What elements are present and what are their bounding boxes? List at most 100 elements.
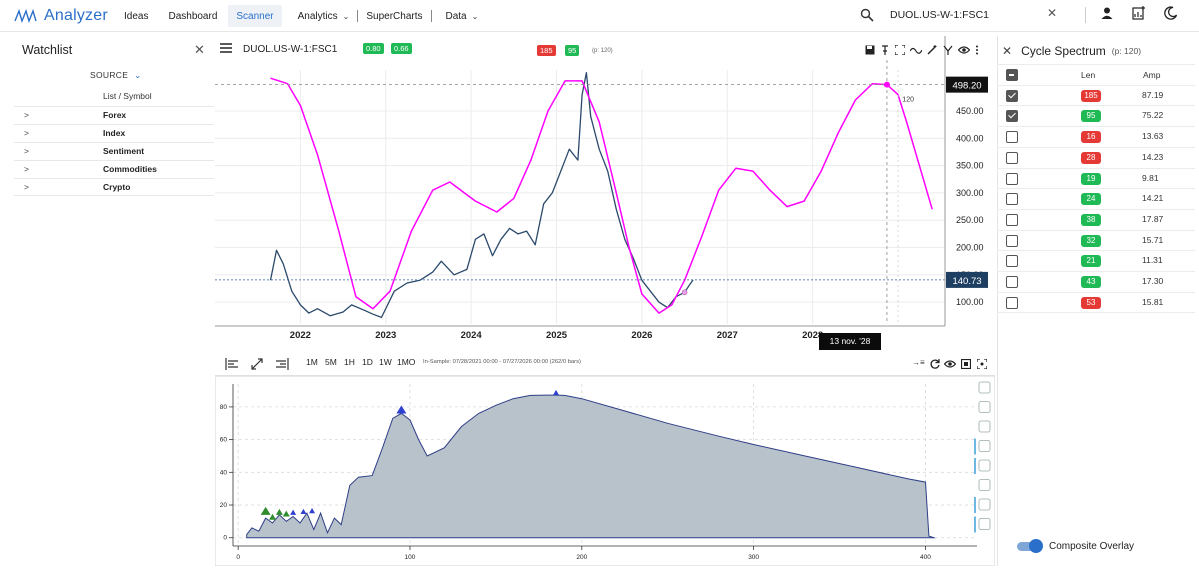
watchlist-row-sentiment[interactable]: > Sentiment [14, 142, 214, 160]
close-watchlist-icon[interactable]: ✕ [194, 42, 205, 57]
y-tick-label: 100.00 [956, 297, 984, 307]
expand-arrow-icon[interactable]: > [24, 110, 29, 120]
pin-icon[interactable] [880, 45, 890, 55]
source-dropdown[interactable]: SOURCE ⌄ [90, 70, 142, 81]
select-all-row [997, 64, 1195, 85]
cycle-checkbox[interactable] [1006, 234, 1018, 247]
fork-icon[interactable] [943, 45, 953, 55]
nav-scanner[interactable]: Scanner [228, 5, 282, 27]
timeframe-1w[interactable]: 1W [379, 357, 392, 367]
spectrum-chart[interactable]: 0 100 200 300 400 0 20 40 60 80 [215, 376, 995, 566]
clear-search-icon[interactable]: ✕ [1046, 6, 1057, 20]
eye-icon[interactable] [944, 359, 956, 369]
app-logo[interactable]: Analyzer [14, 5, 108, 27]
save-icon[interactable] [865, 45, 875, 55]
cycle-row[interactable]: 21 11.31 [997, 250, 1195, 271]
composite-overlay-control[interactable]: Composite Overlay [1017, 539, 1134, 553]
zoom-icon[interactable] [978, 401, 991, 413]
price-series-line [269, 72, 694, 319]
add-chart-icon[interactable] [1132, 6, 1146, 20]
cycle-row[interactable]: 32 15.71 [997, 229, 1195, 251]
cycle-amplitude: 15.71 [1142, 234, 1164, 245]
watchlist-row-commodities[interactable]: > Commodities [14, 160, 214, 178]
align-right-icon[interactable] [275, 358, 289, 370]
timeframe-5m[interactable]: 5M [325, 357, 337, 367]
expand-arrow-icon[interactable]: > [24, 146, 29, 156]
cycle-checkbox[interactable] [1006, 151, 1018, 164]
timeframe-1h[interactable]: 1H [344, 357, 355, 367]
cycle-checkbox[interactable] [1006, 131, 1018, 144]
hover-icon[interactable] [978, 518, 991, 530]
price-tag-last [946, 271, 988, 288]
cycle-amplitude: 15.81 [1142, 296, 1164, 307]
nav-data[interactable]: Data ⌄ [438, 5, 487, 27]
nav-analytics[interactable]: Analytics ⌄ [290, 5, 358, 27]
fullscreen-icon[interactable] [977, 359, 987, 369]
cycle-row[interactable]: 53 15.81 [997, 291, 1195, 313]
watchlist-row-index[interactable]: > Index [14, 124, 214, 142]
symbol-search[interactable]: DUOL.US-W-1:FSC1 ✕ [860, 4, 1065, 26]
align-left-icon[interactable] [225, 358, 239, 370]
cycle-checkbox[interactable] [1006, 255, 1018, 268]
app-name: Analyzer [44, 7, 108, 24]
move-icon[interactable] [978, 381, 991, 394]
y-tick-label: 0 [223, 535, 227, 542]
cycle-checkbox[interactable] [1006, 296, 1018, 309]
cycle-row[interactable]: 185 87.19 [997, 84, 1195, 106]
collapse-icon[interactable]: →≡ [912, 358, 925, 367]
wave-icon[interactable] [910, 45, 922, 55]
timeframe-1d[interactable]: 1D [362, 357, 373, 367]
lasso-icon[interactable] [978, 420, 991, 433]
more-options-icon[interactable] [975, 45, 979, 55]
cycle-peak-marker [883, 81, 890, 88]
nav-ideas[interactable]: Ideas [124, 10, 149, 22]
watchlist-row-crypto[interactable]: > Crypto [14, 178, 214, 196]
nav-dashboard[interactable]: Dashboard [168, 10, 218, 22]
cycle-checkbox[interactable] [1006, 110, 1018, 123]
chart-symbol[interactable]: DUOL.US-W-1:FSC1 [243, 44, 338, 55]
cycle-checkbox[interactable] [1006, 213, 1018, 226]
close-cycle-panel-icon[interactable]: ✕ [1002, 44, 1013, 58]
search-input[interactable]: DUOL.US-W-1:FSC1 [890, 9, 989, 21]
timeframe-1mo[interactable]: 1MO [397, 357, 416, 367]
cycle-spectrum-title: Cycle Spectrum [1021, 44, 1106, 58]
timeframe-1m[interactable]: 1M [306, 357, 318, 367]
cycle-checkbox[interactable] [1006, 276, 1018, 288]
select-all-checkbox[interactable] [1006, 69, 1018, 81]
crosshair-icon[interactable] [978, 498, 991, 511]
cycle-row[interactable]: 19 9.81 [997, 167, 1195, 189]
cycle-amplitude: 14.23 [1142, 151, 1164, 162]
table-bottom-border [997, 312, 1195, 314]
layout-icon[interactable] [961, 359, 971, 369]
expand-arrow-icon[interactable]: > [24, 182, 29, 192]
menu-icon[interactable] [220, 43, 232, 53]
cycle-badge: 95 [565, 45, 580, 56]
dark-mode-icon[interactable] [1164, 6, 1178, 20]
y-tick-label: 250.00 [956, 215, 984, 225]
eye-icon[interactable] [958, 45, 970, 55]
refresh-icon[interactable] [930, 359, 940, 369]
user-icon[interactable] [1100, 6, 1114, 20]
cycle-row[interactable]: 95 75.22 [997, 105, 1195, 126]
wheel-zoom-icon[interactable] [978, 440, 991, 452]
price-chart[interactable]: 120 2022202320242025202620272028100.0015… [215, 36, 995, 354]
cycle-row[interactable]: 38 17.87 [997, 208, 1195, 230]
cycle-row[interactable]: 28 14.23 [997, 146, 1195, 168]
expand-icon[interactable] [895, 45, 905, 55]
cycle-row[interactable]: 24 14.21 [997, 188, 1195, 209]
composite-overlay-toggle[interactable] [1017, 539, 1043, 553]
magic-wand-icon[interactable] [927, 45, 938, 55]
cycle-checkbox[interactable] [1006, 89, 1018, 102]
search-icon[interactable] [860, 8, 874, 22]
save-image-icon[interactable] [978, 459, 991, 472]
expand-arrow-icon[interactable]: > [24, 164, 29, 174]
reset-icon[interactable] [978, 479, 991, 491]
resize-diagonal-icon[interactable] [251, 358, 263, 370]
expand-arrow-icon[interactable]: > [24, 128, 29, 138]
cycle-checkbox[interactable] [1006, 193, 1018, 206]
cycle-row[interactable]: 43 17.30 [997, 271, 1195, 292]
watchlist-row-forex[interactable]: > Forex [14, 106, 214, 124]
nav-superchart[interactable]: SuperCharts [366, 10, 423, 22]
cycle-row[interactable]: 16 13.63 [997, 126, 1195, 147]
cycle-checkbox[interactable] [1006, 172, 1018, 185]
